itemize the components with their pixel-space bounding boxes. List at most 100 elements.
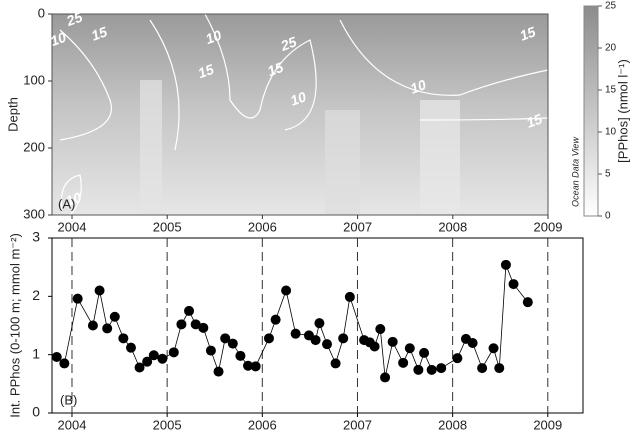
- contour-label: 10: [48, 29, 68, 49]
- data-point: [102, 323, 113, 334]
- y-axis-label: Int. PPhos (0-100 m; mmol m⁻²): [7, 233, 22, 418]
- data-point: [87, 320, 98, 331]
- data-point: [508, 279, 519, 290]
- frame: [51, 13, 549, 216]
- colorbar-tick-label: 10: [605, 127, 617, 138]
- contour-line: [59, 13, 549, 216]
- data-point: [235, 350, 246, 361]
- field-band: [140, 80, 162, 215]
- field-band: [325, 110, 360, 215]
- data-point: [344, 291, 355, 302]
- data-point: [477, 363, 488, 374]
- contour-label: 15: [89, 23, 109, 43]
- data-point: [72, 293, 83, 304]
- data-point: [488, 343, 499, 354]
- y-tick-label: 200: [23, 139, 45, 154]
- contour-label: 10: [408, 76, 428, 96]
- data-point: [190, 319, 201, 330]
- x-tick-label: 2008: [438, 417, 467, 432]
- data-point: [109, 311, 120, 322]
- data-point: [148, 350, 159, 361]
- contour-label: 15: [518, 23, 538, 43]
- data-point: [310, 335, 321, 346]
- data-point: [419, 347, 430, 358]
- panel-label: (B): [60, 392, 77, 407]
- contour-label: 15: [265, 59, 285, 79]
- x-tick-label: 2009: [533, 417, 562, 432]
- y-tick-label: 0: [32, 404, 40, 420]
- data-point: [290, 328, 301, 339]
- data-point: [263, 333, 274, 344]
- data-point: [94, 285, 105, 296]
- field: [52, 14, 548, 215]
- x-tick-label: 2007: [343, 219, 372, 234]
- data-point: [168, 347, 179, 358]
- colorbar-tick-label: 5: [605, 169, 611, 180]
- y-tick-label: 1: [32, 345, 40, 361]
- data-point: [198, 322, 209, 333]
- colorbar-label: [PPhos] (nmol l⁻¹): [615, 59, 630, 163]
- data-point: [281, 285, 292, 296]
- x-tick-label: 2004: [58, 219, 87, 234]
- data-point: [500, 259, 511, 270]
- data-point: [59, 358, 70, 369]
- data-point: [270, 314, 281, 325]
- colorbar: [583, 5, 599, 217]
- data-point: [213, 366, 224, 377]
- y-tick-label: 100: [23, 72, 45, 87]
- data-point: [398, 357, 409, 368]
- data-point: [227, 338, 238, 349]
- data-point: [142, 356, 153, 367]
- data-point: [494, 363, 505, 374]
- x-tick-label: 2006: [248, 417, 277, 432]
- y-tick-label: 3: [32, 229, 40, 245]
- colorbar-tick-label: 25: [605, 1, 617, 12]
- colorbar-tick-label: 15: [605, 85, 617, 96]
- y-tick-label: 300: [23, 206, 45, 221]
- x-tick-label: 2008: [438, 219, 467, 234]
- contour-label: 15: [524, 110, 544, 130]
- data-point: [369, 341, 380, 352]
- data-point: [220, 333, 231, 344]
- data-point: [413, 364, 424, 375]
- data-point: [467, 338, 478, 348]
- data-point: [125, 342, 136, 353]
- x-tick-label: 2009: [534, 219, 563, 234]
- data-point: [205, 345, 216, 356]
- x-tick-label: 2005: [153, 417, 182, 432]
- data-point: [314, 318, 325, 329]
- data-point: [387, 336, 398, 347]
- x-tick-label: 2005: [153, 219, 182, 234]
- data-point: [375, 324, 386, 334]
- data-point: [330, 358, 341, 369]
- data-point: [118, 333, 129, 344]
- data-point: [176, 319, 187, 330]
- y-tick-label: 0: [38, 5, 45, 20]
- data-point: [452, 353, 463, 364]
- panel-label: (A): [58, 196, 75, 211]
- data-point: [243, 360, 254, 371]
- contour-label: 10: [63, 189, 83, 209]
- data-point: [426, 364, 437, 375]
- y-axis-label: Depth: [5, 97, 20, 132]
- x-tick-label: 2004: [58, 417, 87, 432]
- frame: [51, 237, 584, 414]
- data-point: [522, 297, 533, 308]
- data-point: [250, 361, 261, 372]
- colorbar-tick-label: 20: [605, 43, 617, 54]
- panel-a: [51, 5, 599, 217]
- data-point: [436, 363, 447, 374]
- data-point: [157, 353, 168, 364]
- data-point: [184, 305, 195, 316]
- colorbar-tick-label: 0: [605, 211, 611, 222]
- contour-label: 25: [278, 33, 299, 54]
- field-band: [420, 100, 460, 215]
- data-point: [404, 343, 415, 354]
- contour-label: 15: [196, 61, 216, 81]
- x-tick-label: 2007: [343, 417, 372, 432]
- y-tick-label: 2: [32, 287, 40, 303]
- data-point: [338, 333, 349, 344]
- contour-label: 10: [203, 27, 223, 47]
- data-point: [134, 362, 145, 373]
